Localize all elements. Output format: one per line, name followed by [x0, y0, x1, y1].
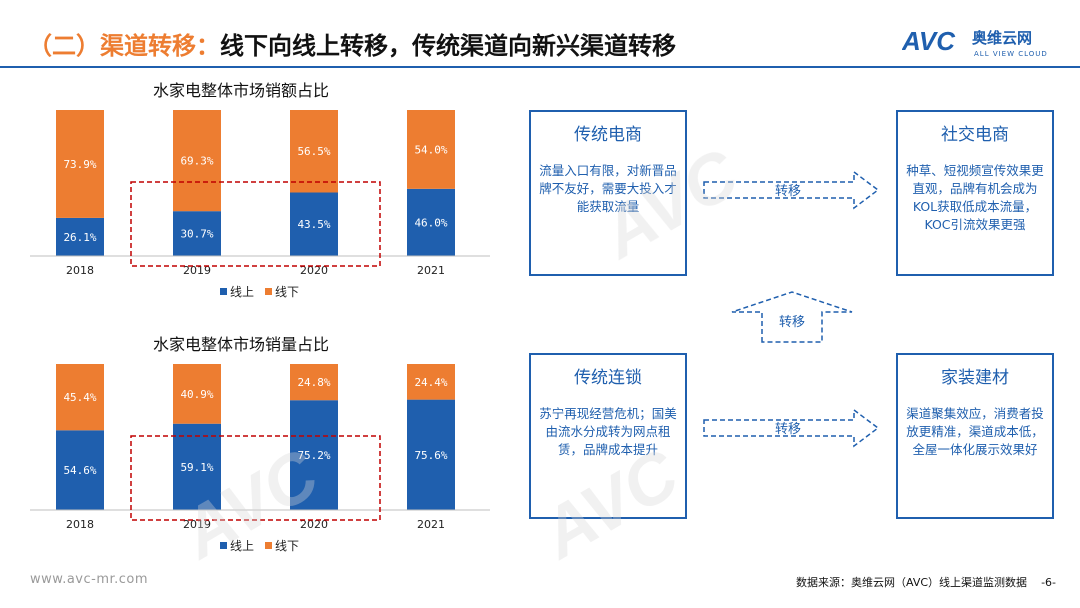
- arrow-bottom: 转移: [703, 408, 880, 448]
- x-tick-2018: 2018: [66, 518, 94, 531]
- bar-online-2021: [407, 188, 455, 256]
- data-label-online-2021: 46.0%: [414, 216, 447, 229]
- box-title: 传统电商: [574, 125, 642, 145]
- chart-sales-value: 26.1% 73.9% 2018 30.7% 69.3% 2019 43.5% 56.5% 20…: [30, 110, 490, 299]
- bar-offline-2018: [56, 364, 104, 431]
- x-tick-2020: 2020: [300, 264, 328, 277]
- footer-website: www.avc-mr.com: [30, 572, 149, 587]
- chart1-title: 水家电整体市场销额占比: [153, 81, 330, 100]
- x-tick-2019: 2019: [183, 264, 211, 277]
- arrow-bottom-label: 转移: [775, 422, 801, 437]
- bar-online-2018: [56, 430, 104, 510]
- bar-online-2020: [290, 192, 338, 256]
- logo-en: ALL VIEW CLOUD: [974, 50, 1048, 58]
- legend-swatch-offline: [265, 288, 272, 295]
- bar-online-2021: [407, 399, 455, 510]
- data-label-online-2019: 59.1%: [180, 461, 213, 474]
- data-label-offline-2019: 40.9%: [180, 388, 213, 401]
- x-tick-2018: 2018: [66, 264, 94, 277]
- data-label-offline-2020: 24.8%: [297, 376, 330, 389]
- arrow-right-shape: [703, 408, 880, 448]
- bar-offline-2020: [290, 364, 338, 401]
- bar-offline-2019: [173, 364, 221, 424]
- box-title: 家装建材: [941, 368, 1009, 388]
- footer-source: 数据来源：奥维云网（AVC）线上渠道监测数据 -6-: [796, 574, 1056, 590]
- x-tick-2020: 2020: [300, 518, 328, 531]
- page-title: （二）渠道转移：线下向线上转移，传统渠道向新兴渠道转移: [28, 26, 676, 61]
- logo-cn: 奥维云网: [972, 29, 1032, 47]
- box-text: 苏宁再现经营危机；国美由流水分成转为网点租赁，品牌成本提升: [539, 406, 677, 457]
- bar-online-2019: [173, 211, 221, 256]
- box-text: 流量入口有限，对新晋品牌不友好，需要大投入才能获取流量: [539, 163, 677, 214]
- data-label-offline-2021: 24.4%: [414, 376, 447, 389]
- x-tick-2019: 2019: [183, 518, 211, 531]
- legend-label-online: 线上: [230, 539, 254, 553]
- bar-offline-2018: [56, 110, 104, 218]
- source-text: 数据来源：奥维云网（AVC）线上渠道监测数据: [796, 576, 1028, 589]
- data-label-online-2020: 43.5%: [297, 218, 330, 231]
- data-label-online-2020: 75.2%: [297, 449, 330, 462]
- legend-swatch-online: [220, 542, 227, 549]
- data-label-offline-2018: 73.9%: [63, 158, 96, 171]
- data-label-offline-2020: 56.5%: [297, 145, 330, 158]
- legend-swatch-online: [220, 288, 227, 295]
- legend-label-online: 线上: [230, 285, 254, 299]
- arrow-mid: 转移: [731, 291, 853, 343]
- bar-online-2018: [56, 217, 104, 256]
- arrow-top-label: 转移: [775, 184, 801, 199]
- bar-offline-2021: [407, 364, 455, 400]
- bar-offline-2020: [290, 110, 338, 193]
- box-title: 社交电商: [941, 125, 1009, 145]
- data-label-online-2018: 54.6%: [63, 464, 96, 477]
- chart2-title: 水家电整体市场销量占比: [153, 335, 330, 354]
- x-tick-2021: 2021: [417, 518, 445, 531]
- data-label-online-2021: 75.6%: [414, 449, 447, 462]
- arrow-mid-label: 转移: [779, 315, 805, 330]
- x-tick-2021: 2021: [417, 264, 445, 277]
- box-social-ecommerce: 社交电商 种草、短视频宣传效果更直观，品牌有机会成为KOL获取低成本流量，KOC…: [896, 110, 1054, 276]
- data-label-offline-2018: 45.4%: [63, 391, 96, 404]
- highlight-box: [130, 435, 381, 521]
- legend-swatch-offline: [265, 542, 272, 549]
- title-main: 线下向线上转移，传统渠道向新兴渠道转移: [220, 32, 676, 60]
- data-label-online-2018: 26.1%: [63, 231, 96, 244]
- legend-label-offline: 线下: [275, 285, 299, 299]
- avc-logo: AVC 奥维云网 ALL VIEW CLOUD: [902, 26, 1048, 58]
- box-text: 种草、短视频宣传效果更直观，品牌有机会成为KOL获取低成本流量，KOC引流效果更…: [906, 163, 1044, 232]
- arrow-top: 转移: [703, 170, 880, 210]
- highlight-box: [130, 181, 381, 267]
- bar-online-2019: [173, 423, 221, 510]
- arrow-right-shape: [703, 170, 880, 210]
- page-number: -6-: [1041, 576, 1056, 589]
- box-traditional-ecommerce: 传统电商 流量入口有限，对新晋品牌不友好，需要大投入才能获取流量: [529, 110, 687, 276]
- title-underline: [0, 66, 1080, 68]
- legend-label-offline: 线下: [275, 539, 299, 553]
- title-prefix: （二）渠道转移：: [28, 32, 220, 60]
- box-home-building: 家装建材 渠道聚集效应，消费者投放更精准，渠道成本低，全屋一体化展示效果好: [896, 353, 1054, 519]
- data-label-online-2019: 30.7%: [180, 228, 213, 241]
- bar-online-2020: [290, 400, 338, 510]
- bar-offline-2021: [407, 110, 455, 189]
- data-label-offline-2019: 69.3%: [180, 155, 213, 168]
- data-label-offline-2021: 54.0%: [414, 143, 447, 156]
- box-traditional-chain: 传统连锁 苏宁再现经营危机；国美由流水分成转为网点租赁，品牌成本提升: [529, 353, 687, 519]
- arrow-up-shape: [731, 291, 853, 343]
- bar-offline-2019: [173, 110, 221, 212]
- box-title: 传统连锁: [574, 368, 642, 388]
- logo-text: AVC: [902, 26, 956, 56]
- box-text: 渠道聚集效应，消费者投放更精准，渠道成本低，全屋一体化展示效果好: [906, 406, 1044, 457]
- chart-sales-volume: 54.6% 45.4% 2018 59.1% 40.9% 2019 75.2% 24.8% 20…: [30, 364, 490, 553]
